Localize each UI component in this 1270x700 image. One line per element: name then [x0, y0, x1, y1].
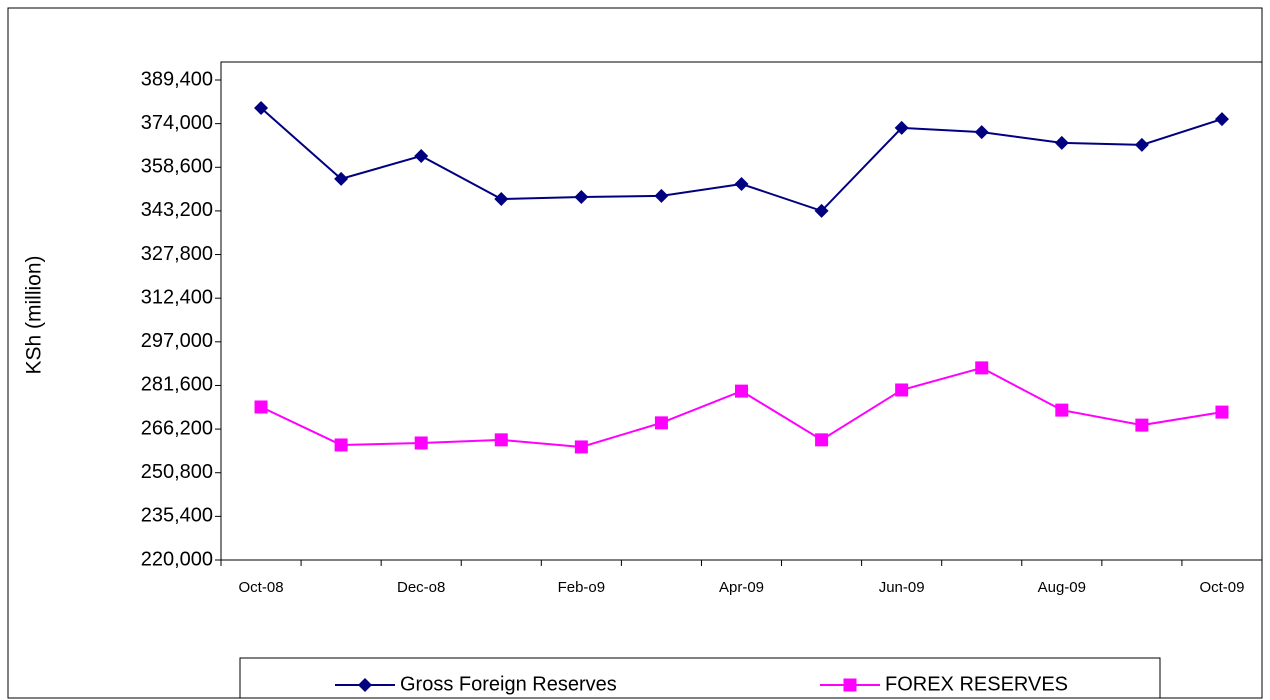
data-point: [1215, 405, 1229, 419]
data-point: [1135, 418, 1149, 432]
y-tick-label: 250,800: [141, 461, 213, 483]
data-point: [574, 190, 589, 205]
x-tick-label: Aug-09: [1038, 579, 1086, 596]
x-tick-label: Feb-o9: [558, 579, 606, 596]
data-point: [1214, 112, 1229, 127]
data-point: [895, 383, 909, 397]
y-tick-label: 297,000: [141, 330, 213, 352]
data-point: [254, 400, 268, 414]
y-tick-label: 389,400: [141, 68, 213, 90]
data-point: [254, 101, 269, 116]
data-point: [574, 440, 588, 454]
y-tick-label: 358,600: [141, 156, 213, 178]
y-tick-label: 235,400: [141, 505, 213, 527]
data-point: [735, 384, 748, 398]
legend-label: FOREX RESERVES: [885, 673, 1068, 695]
data-point: [494, 433, 508, 447]
y-tick-label: 266,200: [141, 417, 213, 439]
y-tick-label: 220,000: [141, 548, 213, 570]
data-point: [814, 203, 829, 218]
data-point: [494, 192, 509, 207]
y-tick-label: 312,400: [141, 286, 213, 308]
data-point: [334, 171, 349, 186]
plot-area: [220, 61, 1263, 561]
data-point: [894, 120, 909, 135]
y-tick-label: 281,600: [141, 374, 213, 396]
y-axis-label: KSh (million): [23, 255, 46, 374]
data-point: [975, 361, 989, 375]
data-point: [334, 438, 348, 452]
legend-box: [239, 657, 1161, 699]
x-tick-label: Jun-09: [879, 579, 925, 596]
data-point: [974, 125, 989, 140]
data-point: [414, 148, 429, 163]
x-tick-label: Oct-09: [1199, 579, 1244, 596]
legend-label: Gross Foreign Reserves: [400, 673, 617, 695]
data-point: [1134, 137, 1149, 152]
y-tick-label: 374,000: [141, 112, 213, 134]
legend-marker: [843, 678, 857, 692]
data-point: [1054, 135, 1069, 150]
y-tick-label: 327,800: [141, 243, 213, 265]
x-tick-label: Dec-o8: [397, 579, 445, 596]
data-point: [654, 188, 669, 203]
x-tick-label: Apr-09: [719, 579, 764, 596]
data-point: [1055, 403, 1069, 417]
data-point: [654, 416, 668, 430]
data-point: [414, 436, 428, 450]
data-point: [815, 433, 829, 447]
legend-marker: [358, 678, 372, 692]
data-point: [734, 176, 749, 191]
x-tick-label: Oct-08: [239, 579, 284, 596]
y-tick-label: 343,200: [141, 199, 213, 221]
